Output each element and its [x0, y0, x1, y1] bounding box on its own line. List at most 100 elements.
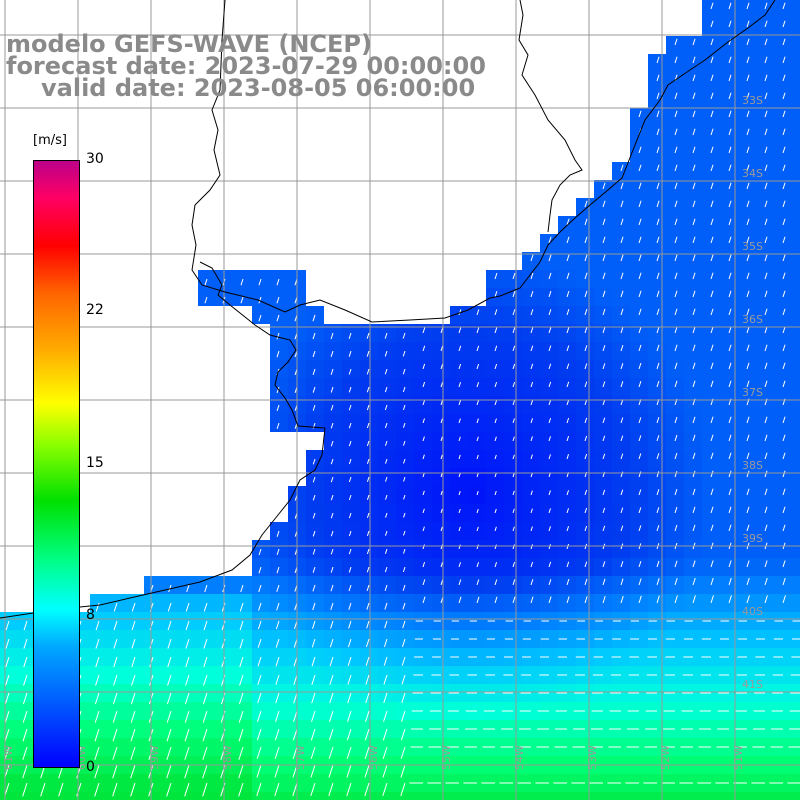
wind-vector — [95, 620, 100, 631]
wind-speed-cell — [72, 792, 90, 800]
wind-vector — [566, 381, 570, 388]
wind-speed-cell — [234, 792, 252, 800]
wind-vector — [166, 746, 172, 760]
wind-vector — [602, 578, 606, 586]
wind-vector — [530, 290, 534, 298]
wind-vector — [548, 454, 551, 460]
wind-vector — [458, 454, 461, 460]
wind-vector — [238, 692, 244, 705]
wind-vector — [512, 272, 516, 280]
wind-vector — [167, 674, 172, 686]
wind-vector — [366, 476, 370, 482]
wind-vector — [530, 436, 533, 442]
wind-vector — [602, 363, 606, 370]
wind-vector — [494, 454, 497, 460]
wind-vector — [584, 363, 588, 370]
wind-vector — [512, 327, 516, 334]
wind-vector — [638, 326, 642, 334]
wind-vector — [674, 308, 678, 316]
wind-vector — [112, 692, 118, 705]
wind-vector — [548, 290, 552, 298]
wind-vector — [258, 314, 262, 322]
wind-vector — [710, 128, 714, 136]
wind-vector — [782, 146, 786, 154]
wind-vector — [638, 507, 642, 514]
wind-vector — [638, 200, 642, 208]
wind-vector — [764, 290, 768, 298]
wind-vector — [366, 494, 370, 500]
wind-vector — [602, 595, 606, 604]
wind-vector — [94, 692, 100, 705]
wind-vector — [476, 544, 479, 550]
colorbar-tick-30: 30 — [86, 151, 104, 167]
wind-speed-cell — [792, 54, 800, 72]
wind-vector — [584, 525, 588, 532]
wind-vector — [656, 435, 660, 442]
wind-vector — [782, 74, 786, 82]
wind-vector — [113, 638, 118, 649]
wind-vector — [366, 620, 370, 629]
wind-vector — [638, 344, 642, 352]
wind-vector — [348, 332, 352, 339]
wind-speed-cell — [792, 468, 800, 486]
wind-vector — [566, 454, 570, 460]
wind-vector — [494, 472, 497, 478]
wind-vector — [728, 218, 732, 226]
wind-vector — [275, 674, 280, 685]
wind-vector — [348, 566, 352, 573]
wind-speed-cell — [594, 792, 612, 800]
wind-vector — [238, 710, 244, 723]
wind-vector — [202, 728, 208, 742]
wind-vector — [292, 764, 298, 778]
wind-vector — [366, 530, 370, 537]
wind-vector — [312, 386, 316, 393]
wind-speed-cell — [432, 792, 450, 800]
wind-vector — [476, 418, 479, 424]
wind-vector — [202, 746, 208, 760]
wind-vector — [384, 620, 388, 629]
wind-vector — [656, 236, 660, 244]
wind-vector — [710, 164, 714, 172]
wind-vector — [674, 272, 678, 280]
wind-vector — [512, 309, 516, 316]
wind-vector — [258, 584, 262, 593]
wind-vector — [746, 218, 750, 226]
wind-vector — [422, 526, 425, 532]
wind-vector — [728, 326, 732, 334]
wind-vector — [348, 386, 352, 393]
lat-label: 41S — [742, 678, 763, 691]
wind-vector — [566, 417, 570, 424]
wind-vector — [692, 362, 696, 370]
wind-vector — [530, 454, 533, 460]
wind-vector — [494, 272, 498, 280]
wind-vector — [383, 692, 388, 704]
lon-label: 52W — [659, 745, 672, 770]
wind-vector — [458, 579, 462, 586]
wind-vector — [764, 20, 768, 28]
wind-vector — [692, 92, 696, 100]
wind-vector — [692, 506, 696, 514]
wind-vector — [458, 382, 462, 388]
wind-vector — [656, 218, 660, 226]
wind-vector — [746, 182, 750, 190]
wind-vector — [402, 566, 406, 573]
wind-vector — [94, 728, 100, 742]
wind-vector — [184, 746, 190, 760]
wind-vector — [476, 562, 480, 568]
wind-vector — [422, 327, 426, 334]
wind-vector — [22, 728, 28, 742]
wind-vector — [329, 674, 334, 685]
wind-vector — [656, 326, 660, 334]
wind-vector — [584, 218, 588, 226]
wind-vector — [638, 308, 642, 316]
wind-vector — [167, 620, 172, 631]
wind-vector — [782, 128, 786, 136]
wind-vector — [656, 74, 660, 82]
wind-vector — [23, 620, 28, 631]
wind-vector — [728, 128, 732, 136]
wind-vector — [782, 182, 786, 190]
wind-vector — [512, 526, 515, 532]
wind-vector — [458, 400, 461, 406]
wind-vector — [166, 692, 172, 705]
wind-vector — [383, 710, 388, 722]
